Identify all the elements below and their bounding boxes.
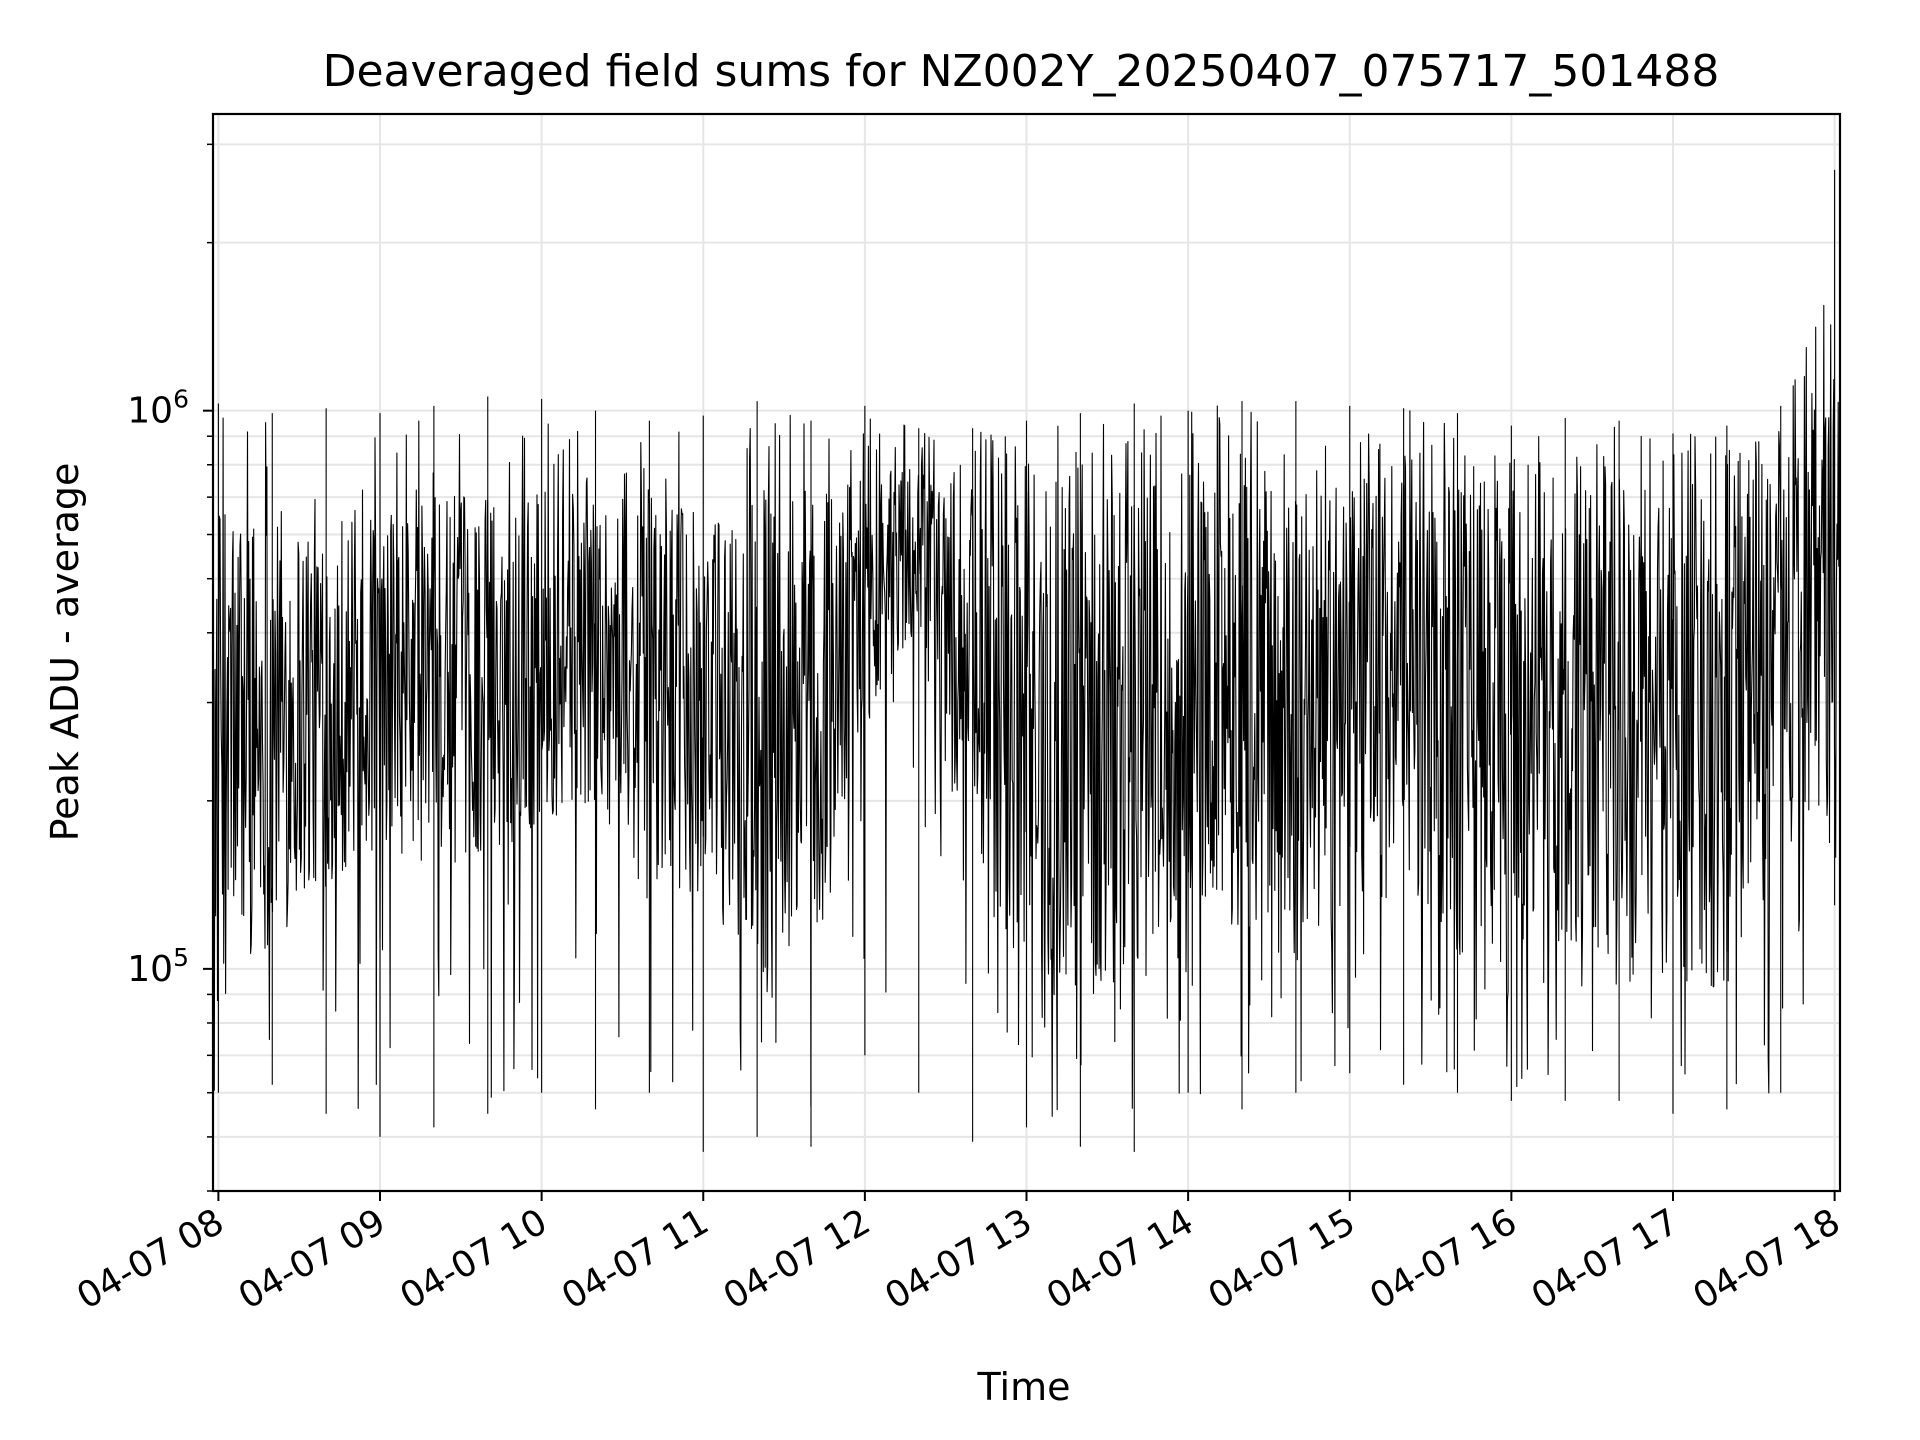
- x-tick-label: 04-07 12: [717, 1201, 878, 1317]
- x-tick-label: 04-07 08: [70, 1201, 231, 1317]
- x-tick-label: 04-07 13: [878, 1201, 1039, 1317]
- x-tick-label: 04-07 09: [232, 1201, 393, 1317]
- x-axis: 04-07 08 04-07 09 04-07 10 04-07 11 04-07 12…: [70, 1191, 1847, 1318]
- y-axis: 105 106: [127, 143, 213, 1192]
- x-axis-label: Time: [977, 1365, 1071, 1409]
- y-tick-label: 106: [127, 385, 189, 432]
- y-axis-label: Peak ADU - average: [43, 463, 87, 842]
- x-tick-label: 04-07 15: [1202, 1201, 1363, 1317]
- y-tick-label: 105: [127, 943, 189, 990]
- x-tick-label: 04-07 16: [1363, 1201, 1524, 1317]
- x-tick-label: 04-07 10: [393, 1201, 554, 1317]
- x-tick-label: 04-07 17: [1525, 1201, 1686, 1317]
- data-series: [213, 169, 1841, 1152]
- x-tick-label: 04-07 11: [555, 1201, 716, 1317]
- x-tick-label: 04-07 18: [1686, 1201, 1847, 1317]
- x-tick-label: 04-07 14: [1040, 1201, 1201, 1317]
- chart-title: Deaveraged field sums for NZ002Y_2025040…: [323, 46, 1720, 97]
